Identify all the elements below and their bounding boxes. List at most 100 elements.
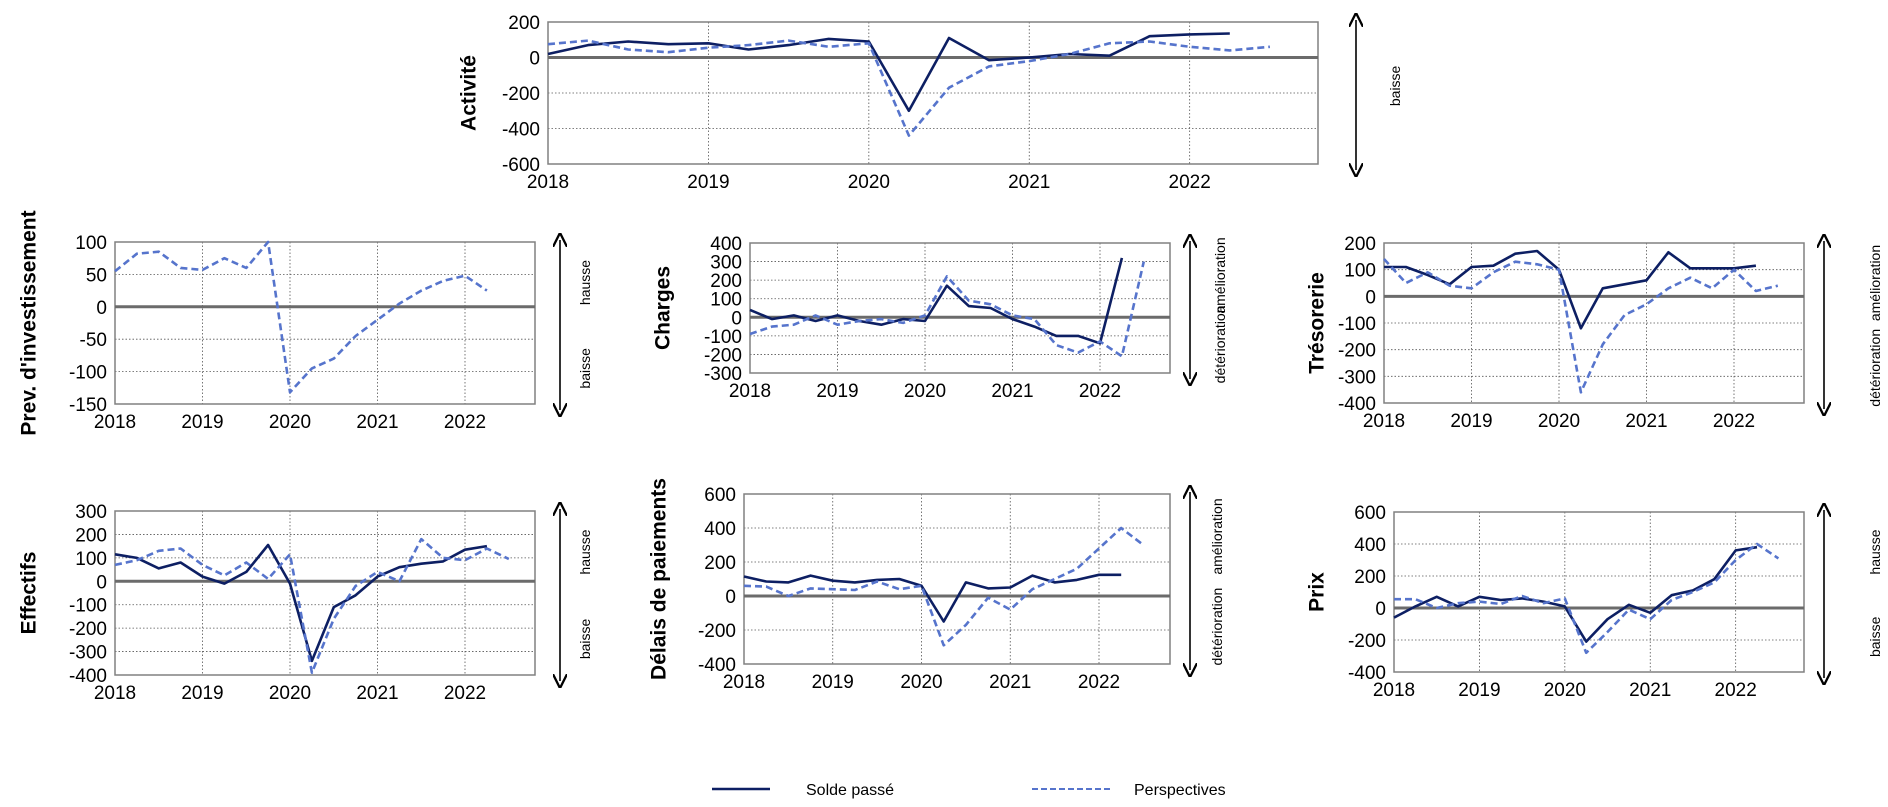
- plot-frame: [114, 241, 536, 405]
- x-tick-label: 2021: [356, 412, 398, 433]
- side-label-bottom: détérioration: [1209, 588, 1225, 666]
- series-line-solde: [743, 573, 1122, 623]
- series-line-perspectives: [1383, 258, 1779, 394]
- y-tick-label: 0: [96, 572, 107, 593]
- y-tick-label: -200: [69, 619, 107, 640]
- y-tick-label: -200: [1338, 341, 1376, 362]
- y-tick-label: -200: [502, 84, 540, 105]
- y-tick-label: 600: [704, 485, 736, 506]
- y-axis-label: Activité: [458, 55, 481, 131]
- y-tick-label: -300: [704, 364, 742, 385]
- series-line-perspectives: [547, 39, 1271, 137]
- y-tick-label: -50: [80, 330, 107, 351]
- x-tick-label: 2022: [444, 412, 486, 433]
- x-tick-label: 2021: [989, 672, 1031, 693]
- x-tick-label: 2021: [356, 683, 398, 704]
- y-axis-label: Effectifs: [18, 552, 41, 635]
- series-line-solde: [1384, 249, 1757, 330]
- side-label-bottom: baisse: [577, 348, 593, 389]
- y-tick-label: 0: [1365, 287, 1376, 308]
- y-tick-label: 200: [1344, 234, 1376, 255]
- x-tick-label: 2019: [816, 381, 858, 402]
- y-tick-label: 200: [508, 13, 540, 34]
- y-tick-label: 0: [529, 49, 540, 70]
- side-label-top: hausse: [577, 260, 593, 305]
- x-tick-label: 2018: [1373, 680, 1415, 701]
- y-tick-label: 200: [710, 271, 742, 292]
- y-tick-label: 200: [704, 553, 736, 574]
- x-tick-label: 2019: [812, 672, 854, 693]
- y-tick-label: 0: [731, 308, 742, 329]
- y-tick-label: 50: [86, 265, 107, 286]
- y-axis-label: Charges: [652, 266, 675, 350]
- x-tick-label: 2020: [848, 172, 890, 193]
- series-line-perspectives: [749, 261, 1146, 358]
- legend-label-perspectives: Perspectives: [1134, 782, 1226, 799]
- y-tick-label: -300: [1338, 367, 1376, 388]
- x-tick-label: 2020: [1538, 411, 1580, 432]
- y-tick-label: -300: [69, 643, 107, 664]
- legend-label-solde: Solde passé: [806, 782, 894, 799]
- series-line-perspectives: [743, 526, 1145, 647]
- plot-frame: [547, 21, 1319, 165]
- side-label-bottom: baisse: [1387, 65, 1403, 106]
- legend: Solde passé Perspectives: [712, 782, 1226, 799]
- y-tick-label: -100: [1338, 314, 1376, 335]
- y-tick-label: 100: [710, 290, 742, 311]
- series-line-solde: [1393, 545, 1758, 643]
- y-tick-label: 200: [75, 525, 107, 546]
- side-label-top: amélioration: [1867, 245, 1883, 321]
- x-tick-label: 2021: [1625, 411, 1667, 432]
- x-tick-label: 2018: [94, 683, 136, 704]
- y-tick-label: -100: [69, 596, 107, 617]
- y-tick-label: 400: [1354, 535, 1386, 556]
- y-tick-label: -200: [1348, 631, 1386, 652]
- x-tick-label: 2020: [269, 412, 311, 433]
- y-tick-label: -100: [704, 327, 742, 348]
- x-tick-label: 2019: [1458, 680, 1500, 701]
- side-label-top: amélioration: [1209, 498, 1225, 574]
- x-tick-label: 2020: [269, 683, 311, 704]
- y-tick-label: 400: [704, 519, 736, 540]
- y-axis-label: Trésorerie: [1306, 272, 1329, 374]
- side-label-bottom: baisse: [1867, 616, 1883, 657]
- side-label-top: amélioration: [1212, 237, 1228, 313]
- series-line-solde: [114, 543, 488, 663]
- x-tick-label: 2018: [723, 672, 765, 693]
- y-tick-label: 0: [725, 587, 736, 608]
- y-tick-label: 300: [710, 253, 742, 274]
- y-tick-label: 400: [710, 234, 742, 255]
- y-tick-label: -150: [69, 395, 107, 416]
- y-tick-label: -600: [502, 155, 540, 176]
- x-tick-label: 2021: [1008, 172, 1050, 193]
- series-line-perspectives: [114, 240, 488, 394]
- y-tick-label: -400: [502, 120, 540, 141]
- x-tick-label: 2020: [900, 672, 942, 693]
- x-tick-label: 2018: [94, 412, 136, 433]
- side-label-top: hausse: [1867, 529, 1883, 574]
- x-tick-label: 2021: [1629, 680, 1671, 701]
- y-tick-label: -400: [698, 655, 736, 676]
- side-label-bottom: détérioration: [1212, 305, 1228, 383]
- y-tick-label: 0: [96, 298, 107, 319]
- x-tick-label: 2019: [1450, 411, 1492, 432]
- plot-frame: [114, 510, 536, 676]
- y-tick-label: 100: [75, 233, 107, 254]
- side-label-bottom: baisse: [577, 618, 593, 659]
- plot-frame: [743, 493, 1171, 665]
- series-line-perspectives: [1394, 542, 1780, 655]
- y-tick-label: -100: [69, 363, 107, 384]
- x-tick-label: 2022: [1715, 680, 1757, 701]
- plot-frame: [1383, 242, 1805, 404]
- series-line-solde: [749, 257, 1124, 345]
- x-tick-label: 2021: [991, 381, 1033, 402]
- y-tick-label: 100: [75, 549, 107, 570]
- plot-frame: [1393, 511, 1805, 673]
- x-tick-label: 2020: [904, 381, 946, 402]
